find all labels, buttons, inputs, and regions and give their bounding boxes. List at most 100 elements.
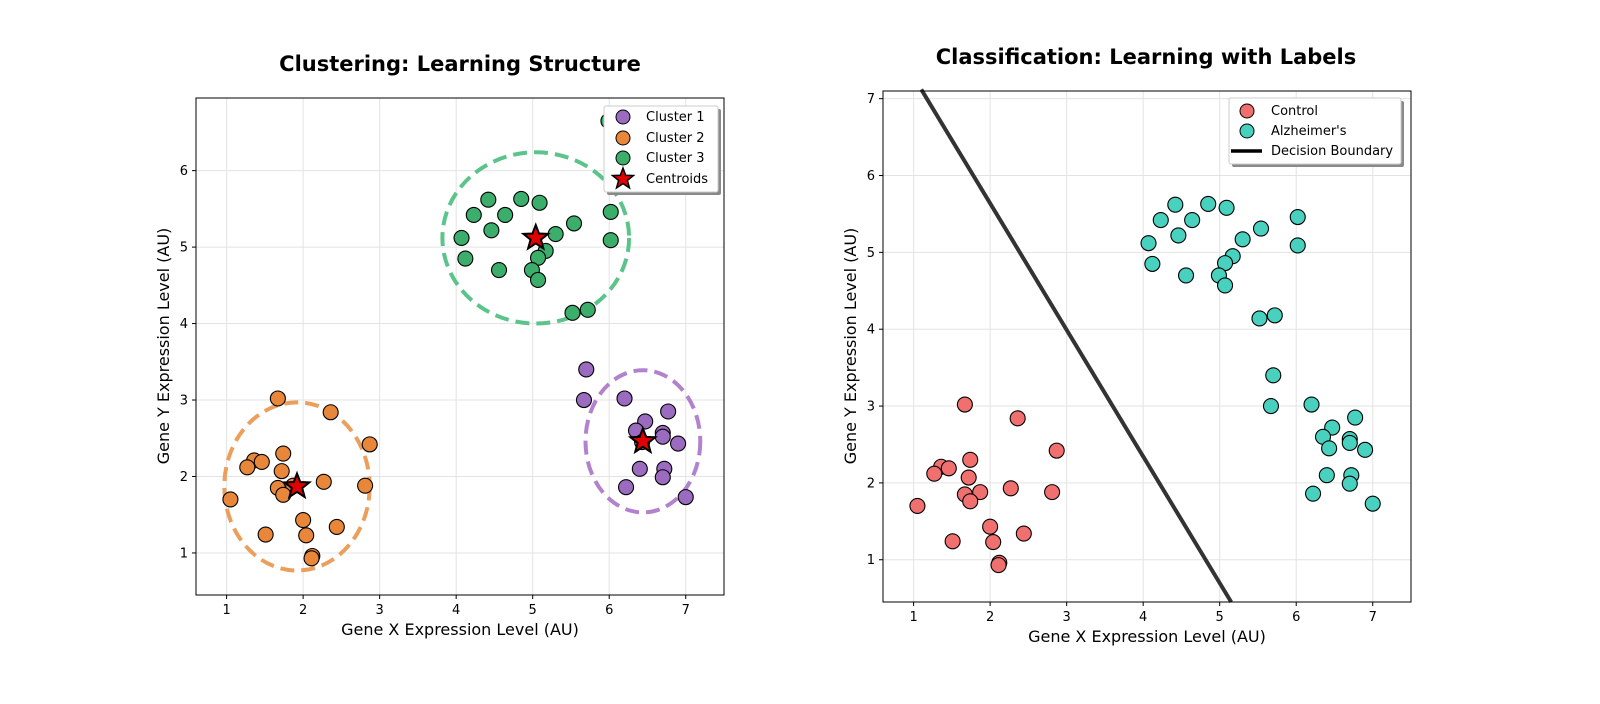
x-tick-label: 7 [1369,610,1377,625]
legend-label-cluster-1: Cluster 1 [646,110,705,125]
cluster-3-point [530,271,547,289]
alzheimer-s-point [1217,277,1234,294]
cluster-1-point [631,460,648,477]
cluster-2-point [239,459,256,476]
y-tick-label: 7 [867,92,875,107]
centroid-star [281,470,313,500]
alzheimer-s-point [1321,440,1338,457]
alzheimer-s-point [1234,231,1251,248]
cluster-3-point [457,250,474,267]
cluster-3-point [564,304,581,321]
alzheimer-s-point [1305,485,1322,502]
cluster-ellipses [222,150,703,573]
cluster-1-point [575,391,593,409]
cluster-1-point [616,390,633,407]
y-tick-label: 1 [180,546,188,561]
cluster-2-point [298,527,315,544]
centroid-star [520,222,551,251]
cluster-2-point [315,473,332,490]
control-point [1044,484,1061,501]
x-tick-label: 1 [909,610,917,625]
cluster-2-point [253,453,270,471]
decision-boundary-line [919,88,1233,604]
cluster-3-point [497,206,514,224]
y-tick-label: 2 [867,476,875,491]
classification-ticks: 1 2 3 4 5 6 7 1 2 3 4 5 6 7 [867,92,1377,625]
x-tick-label: 2 [299,603,307,618]
control-point [940,460,957,477]
clustering-plot-frame [195,97,725,596]
control-point [962,493,979,510]
cluster-2-point [322,404,339,421]
cluster-2-point [275,445,292,462]
alzheimer-s-point [1357,441,1374,458]
x-tick-label: 5 [1216,610,1224,625]
alzheimer-s-point [1177,267,1195,284]
control-point [982,518,999,535]
y-tick-label: 2 [180,470,188,485]
cluster-3-point [579,301,596,318]
y-tick-label: 3 [867,400,875,415]
control-point [972,484,989,501]
alzheimer-s-point [1252,220,1270,237]
cluster-3-point [547,226,564,243]
y-tick-label: 3 [180,394,188,409]
control-point [1015,525,1032,542]
classification-points [909,195,1381,574]
centroid-star [627,425,658,455]
legend-label-cluster-2: Cluster 2 [646,131,705,146]
legend-marker-cluster-1 [615,109,631,125]
x-tick-label: 6 [1292,610,1300,625]
control-point [985,534,1002,551]
legend-marker-alzheimers [1239,123,1255,139]
alzheimer-s-point [1251,310,1268,327]
alzheimer-s-point [1289,208,1306,226]
classification-title: Classification: Learning with Labels [936,45,1357,69]
clustering-ticks: 1 2 3 4 5 6 7 1 2 3 4 5 6 [180,164,690,618]
cluster-3-point [453,229,470,246]
x-tick-label: 3 [376,603,384,618]
control-point [1002,480,1019,497]
cluster-2-point [303,550,320,567]
legend-label-alzheimers: Alzheimer's [1271,124,1347,139]
legend-label-control: Control [1271,104,1318,119]
cluster-3-point [602,203,619,220]
legend-box [1228,97,1402,165]
cluster-3-point [531,194,548,211]
cluster-2-point [275,486,292,503]
control-point [960,469,977,486]
alzheimer-s-point [1318,467,1335,484]
classification-grid [883,91,1411,602]
cluster-2-point [257,526,274,543]
x-tick-label: 4 [452,603,460,618]
cluster-2-point [328,518,345,535]
legend-label-cluster-3: Cluster 3 [646,151,705,166]
x-tick-label: 7 [682,603,690,618]
classification-legend: Control Alzheimer's Decision Boundary [1228,97,1404,167]
cluster-2-point [361,436,378,453]
legend-marker-control [1239,103,1255,119]
classification-y-axis-label: Gene Y Expression Level (AU) [841,228,860,465]
y-tick-label: 1 [867,553,875,568]
control-point [1009,410,1026,427]
alzheimer-s-point [1167,196,1184,213]
cluster-3-point [480,191,497,208]
control-point [1048,442,1065,459]
y-tick-label: 5 [180,241,188,256]
alzheimer-s-point [1303,396,1320,413]
x-tick-label: 4 [1139,610,1147,625]
y-tick-label: 5 [867,246,875,261]
alzheimer-s-point [1341,434,1358,451]
cluster-1-point [677,489,694,506]
cluster-1-point [578,361,595,378]
alzheimer-s-point [1170,227,1187,244]
cluster-2-point [222,491,239,508]
alzheimer-s-point [1347,409,1364,426]
cluster-3-point [490,261,508,279]
control-point [990,557,1007,574]
alzheimer-s-point [1152,212,1169,229]
x-tick-label: 3 [1063,610,1071,625]
legend-box [603,105,719,193]
